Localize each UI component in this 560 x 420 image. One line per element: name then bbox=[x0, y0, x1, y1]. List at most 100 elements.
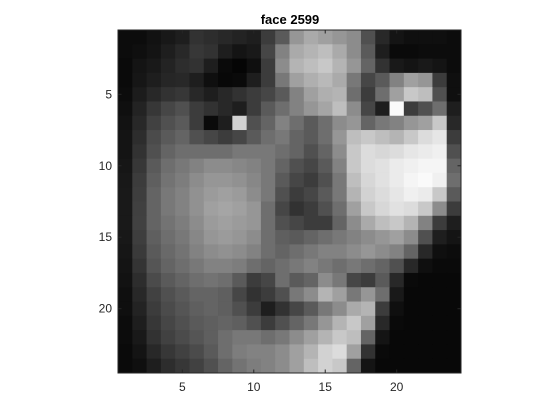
image-cell bbox=[403, 130, 419, 145]
image-cell bbox=[118, 230, 133, 245]
image-cell bbox=[189, 258, 205, 274]
image-cell bbox=[389, 215, 405, 231]
image-cell bbox=[346, 58, 362, 74]
image-cell bbox=[318, 172, 333, 188]
image-cell bbox=[289, 258, 305, 274]
image-cell bbox=[275, 172, 290, 188]
image-cell bbox=[275, 358, 290, 374]
image-cell bbox=[160, 187, 176, 202]
image-cell bbox=[403, 187, 419, 202]
image-cell bbox=[189, 187, 205, 202]
image-cell bbox=[260, 215, 276, 231]
image-cell bbox=[146, 115, 162, 131]
image-cell bbox=[318, 230, 333, 245]
image-cell bbox=[146, 44, 162, 60]
image-cell bbox=[260, 244, 276, 260]
image-cell bbox=[246, 301, 262, 317]
image-cell bbox=[289, 358, 305, 374]
image-cell bbox=[160, 30, 176, 45]
image-cell bbox=[132, 144, 148, 160]
image-cell bbox=[175, 258, 190, 274]
image-cell bbox=[232, 130, 248, 145]
image-cell bbox=[232, 87, 248, 102]
image-cell bbox=[389, 172, 405, 188]
image-cell bbox=[318, 101, 333, 117]
image-cell bbox=[175, 330, 190, 345]
image-cell bbox=[203, 30, 219, 45]
image-cell bbox=[232, 272, 248, 288]
image-cell bbox=[446, 244, 462, 260]
image-cell bbox=[318, 301, 333, 317]
image-cell bbox=[303, 258, 319, 274]
image-cell bbox=[118, 301, 133, 317]
image-cell bbox=[418, 115, 433, 131]
image-cell bbox=[160, 315, 176, 331]
image-cell bbox=[132, 101, 148, 117]
image-cell bbox=[218, 144, 233, 160]
image-cell bbox=[118, 101, 133, 117]
image-cell bbox=[318, 258, 333, 274]
image-cell bbox=[189, 144, 205, 160]
image-cell bbox=[275, 101, 290, 117]
image-cell bbox=[218, 358, 233, 374]
image-cell bbox=[375, 315, 391, 331]
image-cell bbox=[132, 287, 148, 303]
image-cell bbox=[318, 244, 333, 260]
image-cell bbox=[403, 230, 419, 245]
image-cell bbox=[389, 330, 405, 345]
image-cell bbox=[403, 115, 419, 131]
image-cell bbox=[403, 144, 419, 160]
image-cell bbox=[275, 244, 290, 260]
image-cell bbox=[118, 215, 133, 231]
image-cell bbox=[146, 301, 162, 317]
y-tick-label: 20 bbox=[99, 302, 113, 316]
image-cell bbox=[446, 301, 462, 317]
image-cell bbox=[389, 201, 405, 217]
image-cell bbox=[260, 72, 276, 88]
image-cell bbox=[189, 315, 205, 331]
image-cell bbox=[360, 44, 376, 60]
image-cell bbox=[418, 272, 433, 288]
image-cell bbox=[346, 244, 362, 260]
image-cell bbox=[346, 201, 362, 217]
image-cell bbox=[318, 215, 333, 231]
image-cell bbox=[189, 244, 205, 260]
image-cell bbox=[389, 187, 405, 202]
image-cell bbox=[232, 187, 248, 202]
image-cell bbox=[175, 244, 190, 260]
image-cell bbox=[232, 244, 248, 260]
image-cell bbox=[318, 287, 333, 303]
image-cell bbox=[146, 158, 162, 174]
image-cell bbox=[232, 258, 248, 274]
image-cell bbox=[132, 330, 148, 345]
image-cell bbox=[403, 172, 419, 188]
image-cell bbox=[260, 287, 276, 303]
image-cell bbox=[446, 358, 462, 374]
image-cell bbox=[132, 187, 148, 202]
image-cell bbox=[132, 72, 148, 88]
image-cell bbox=[260, 172, 276, 188]
image-cell bbox=[303, 58, 319, 74]
image-cell bbox=[260, 130, 276, 145]
image-cell bbox=[360, 201, 376, 217]
image-cell bbox=[160, 344, 176, 360]
image-cell bbox=[146, 101, 162, 117]
image-cell bbox=[418, 44, 433, 60]
image-cell bbox=[346, 101, 362, 117]
image-cell bbox=[246, 130, 262, 145]
image-cell bbox=[132, 201, 148, 217]
image-cell bbox=[275, 187, 290, 202]
image-cell bbox=[132, 30, 148, 45]
image-cell bbox=[332, 72, 348, 88]
image-cell bbox=[260, 358, 276, 374]
y-tick-label: 5 bbox=[105, 87, 112, 101]
image-cell bbox=[418, 330, 433, 345]
image-cell bbox=[360, 244, 376, 260]
image-cell bbox=[346, 115, 362, 131]
y-tick-label: 10 bbox=[99, 159, 113, 173]
image-cell bbox=[246, 201, 262, 217]
image-cell bbox=[189, 172, 205, 188]
image-cell bbox=[446, 44, 462, 60]
image-cell bbox=[303, 244, 319, 260]
image-cell bbox=[432, 330, 448, 345]
